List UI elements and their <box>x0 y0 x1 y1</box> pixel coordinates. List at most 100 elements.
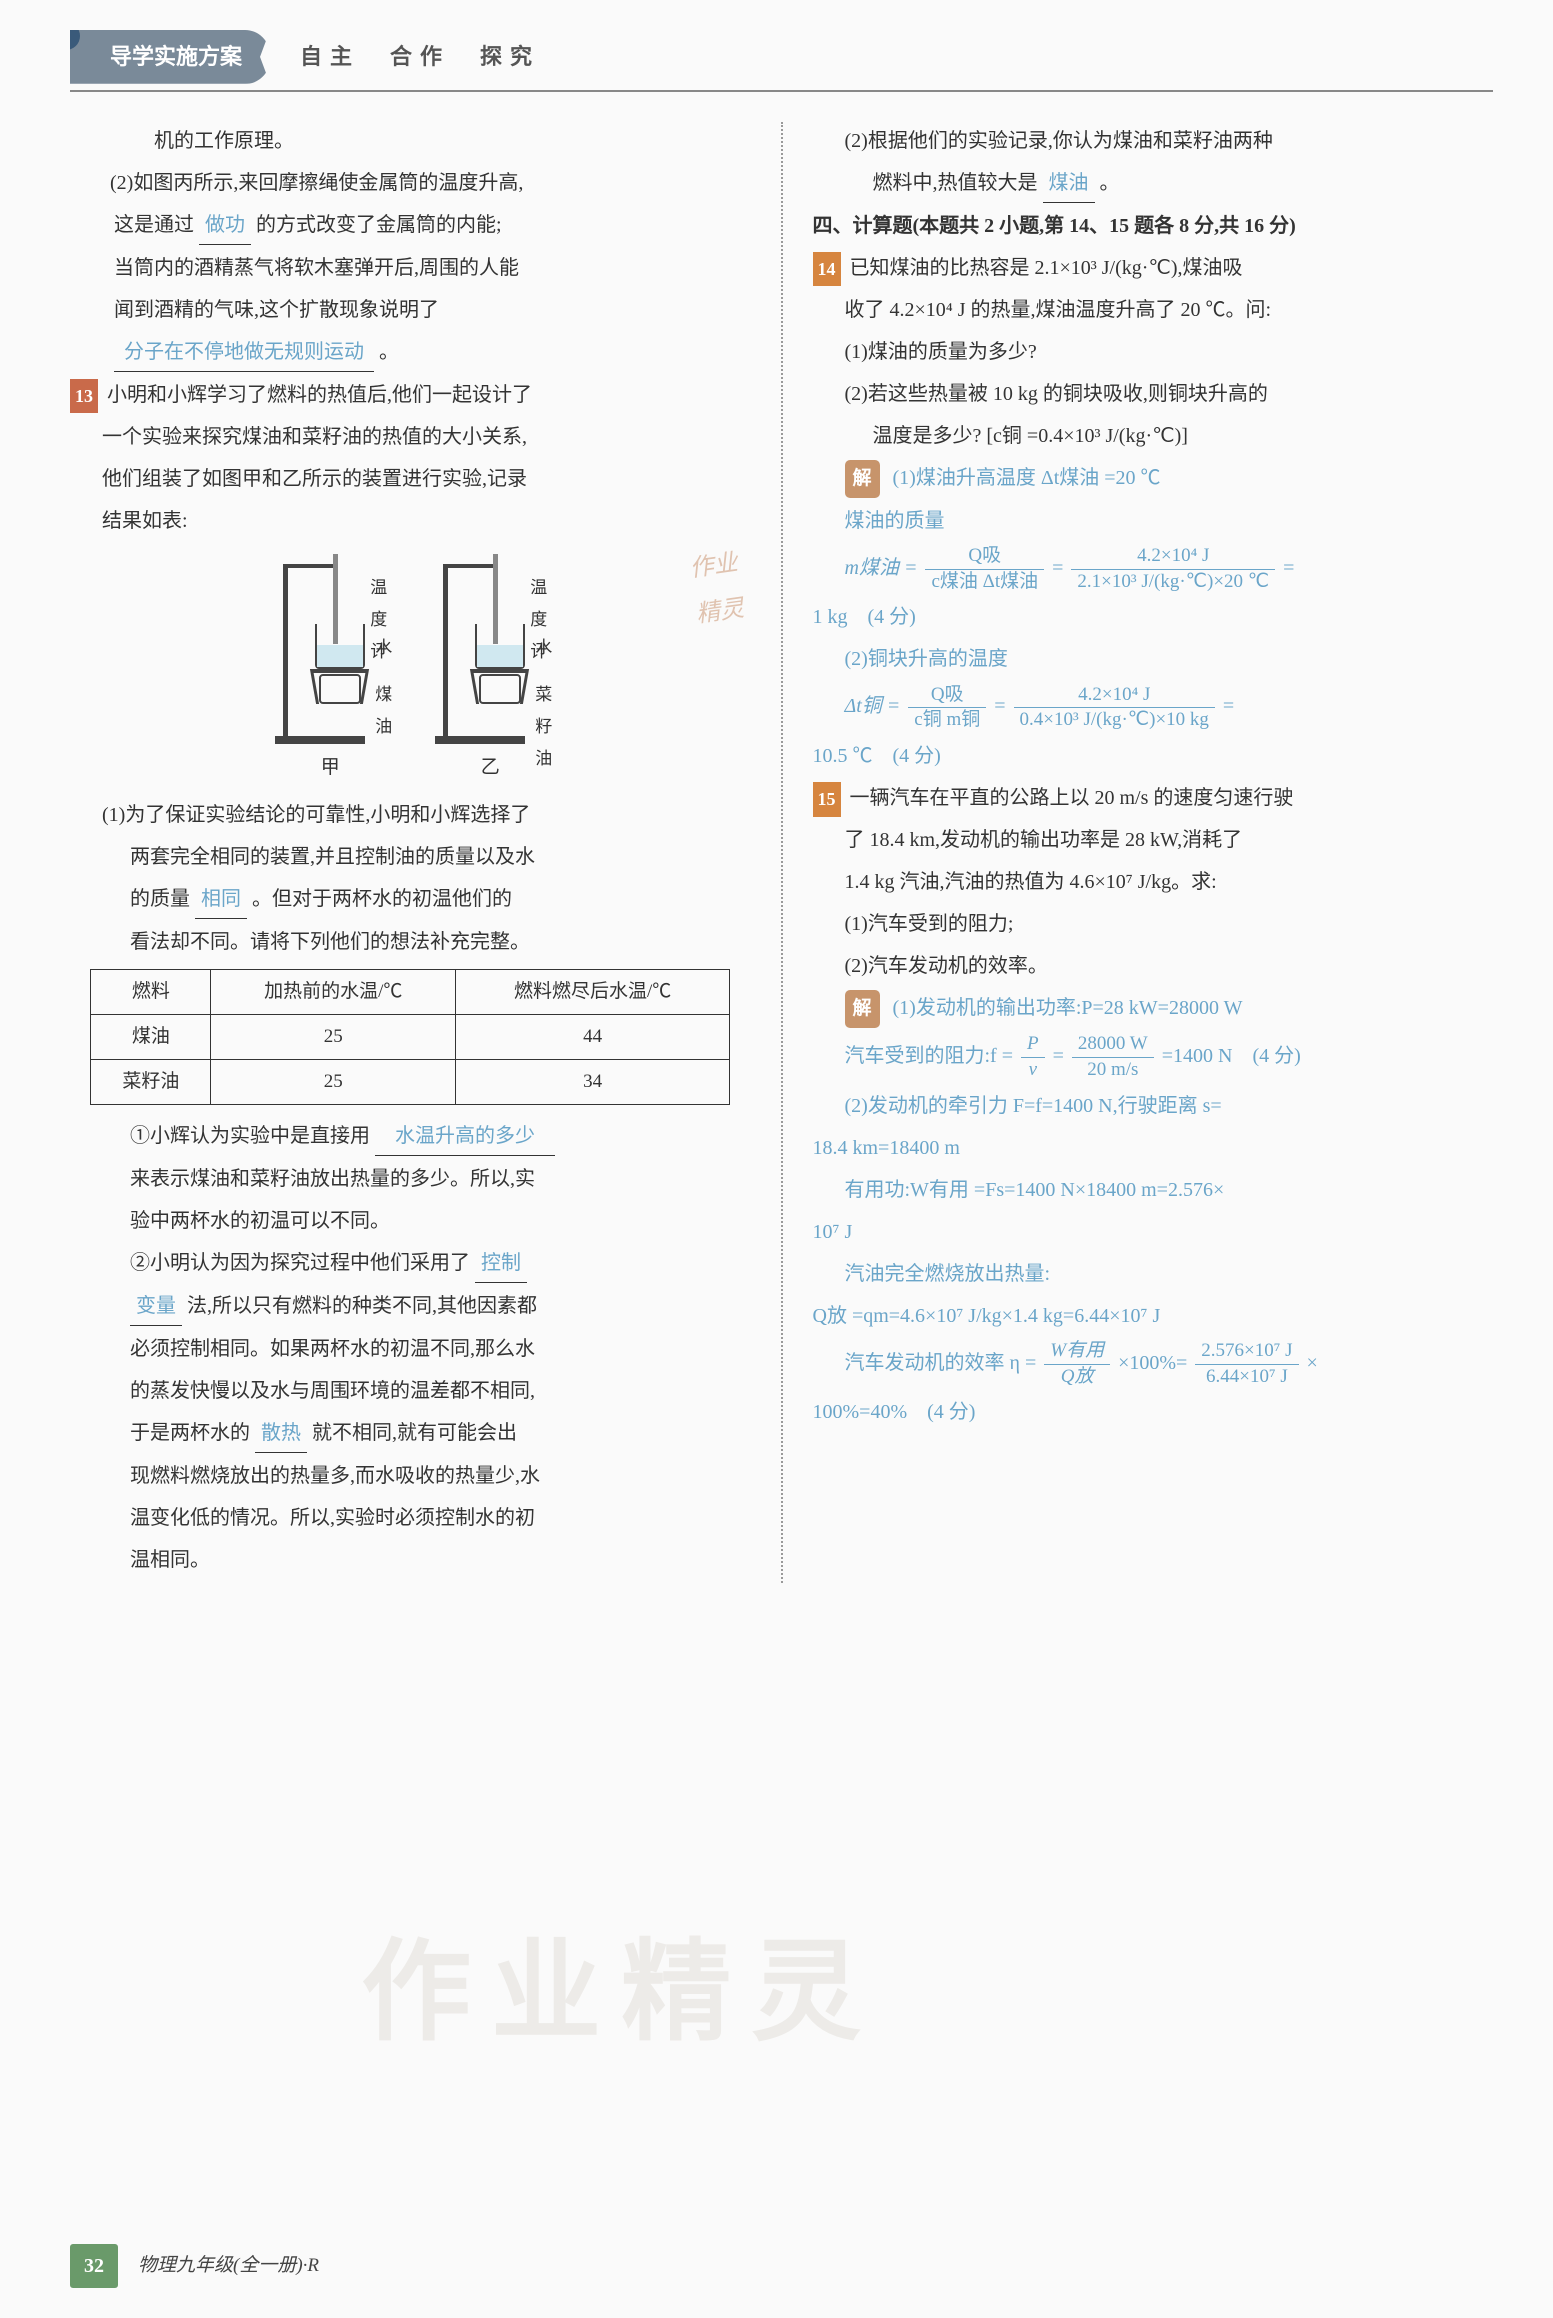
answer-blank: 控制 <box>475 1244 527 1283</box>
text: ②小明认为因为探究过程中他们采用了 <box>130 1252 470 1274</box>
question-number-15: 15 <box>813 782 841 816</box>
a15-2d: 10⁷ J <box>813 1213 1494 1251</box>
frac-den: v <box>1021 1058 1045 1083</box>
label-coaloil: 煤油 <box>375 679 392 744</box>
frac-num: P <box>1021 1032 1045 1058</box>
th-after: 燃料燃尽后水温/℃ <box>456 969 730 1014</box>
q13-2-line1: (2)根据他们的实验记录,你认为煤油和菜籽油两种 <box>813 122 1494 160</box>
text: ①小辉认为实验中是直接用 <box>130 1125 370 1147</box>
a14-2c: 10.5 ℃ (4 分) <box>813 737 1494 775</box>
a15-2c: 有用功:W有用 =Fs=1400 N×18400 m=2.576× <box>813 1171 1494 1209</box>
text: 法,所以只有燃料的种类不同,其他因素都 <box>187 1295 537 1317</box>
q14-2a: (2)若这些热量被 10 kg 的铜块吸收,则铜块升高的 <box>813 375 1494 413</box>
text: 的质量 <box>130 888 190 910</box>
cell: 25 <box>211 1060 456 1105</box>
watermark: 作业精灵 <box>361 1889 881 2098</box>
text: 就不相同,就有可能会出 <box>312 1422 517 1444</box>
eq-lhs: Δt铜 = <box>845 695 901 717</box>
q13-ii-line1: ②小明认为因为探究过程中他们采用了 控制 <box>70 1244 751 1283</box>
frac-num: Q吸 <box>908 683 986 709</box>
q13-1-line3: 的质量 相同 。但对于两杯水的初温他们的 <box>70 880 751 919</box>
a14-eq1: m煤油 = Q吸c煤油 Δt煤油 = 4.2×10⁴ J2.1×10³ J/(k… <box>813 544 1494 595</box>
text: 燃料中,热值较大是 <box>873 172 1038 194</box>
a14-eq2: Δt铜 = Q吸c铜 m铜 = 4.2×10⁴ J0.4×10³ J/(kg·℃… <box>813 682 1494 733</box>
text: 一辆汽车在平直的公路上以 20 m/s 的速度匀速行驶 <box>850 787 1294 809</box>
a15-2h: 100%=40% (4 分) <box>813 1393 1494 1431</box>
eq: = <box>1052 557 1068 579</box>
text: 已知煤油的比热容是 2.1×10³ J/(kg·℃),煤油吸 <box>850 257 1243 279</box>
setup-jia: 温度计 水 煤油 甲 <box>275 554 385 786</box>
answer-15: 解 (1)发动机的输出功率:P=28 kW=28000 W 汽车受到的阻力:f … <box>813 989 1494 1431</box>
answer-blank: 分子在不停地做无规则运动 <box>114 333 374 372</box>
q13-1-line1: (1)为了保证实验结论的可靠性,小明和小辉选择了 <box>70 796 751 834</box>
a15-2f: Q放 =qm=4.6×10⁷ J/kg×1.4 kg=6.44×10⁷ J <box>813 1297 1494 1335</box>
q13-i-line2: 来表示煤油和菜籽油放出热量的多少。所以,实 <box>70 1160 751 1198</box>
eq: = <box>1223 695 1234 717</box>
series-badge: 导学实施方案 <box>70 30 270 84</box>
content-columns: 机的工作原理。 (2)如图丙所示,来回摩擦绳使金属筒的温度升高, 这是通过 做功… <box>70 122 1493 1583</box>
section-4-title: 四、计算题(本题共 2 小题,第 14、15 题各 8 分,共 16 分) <box>813 207 1494 245</box>
answer-14: 解 (1)煤油升高温度 Δt煤油 =20 ℃ 煤油的质量 m煤油 = Q吸c煤油… <box>813 459 1494 775</box>
right-column: (2)根据他们的实验记录,你认为煤油和菜籽油两种 燃料中,热值较大是 煤油 。 … <box>813 122 1494 1583</box>
q13-1-line4: 看法却不同。请将下列他们的想法补充完整。 <box>70 923 751 961</box>
frac-den: Q放 <box>1044 1365 1110 1390</box>
frac-num: 4.2×10⁴ J <box>1071 544 1275 570</box>
q14-line2: 收了 4.2×10⁴ J 的热量,煤油温度升高了 20 ℃。问: <box>813 291 1494 329</box>
answer-blank: 相同 <box>195 880 247 919</box>
text-line: 机的工作原理。 <box>70 122 751 160</box>
page-number: 32 <box>70 2244 118 2288</box>
text: =1400 N (4 分) <box>1162 1045 1301 1067</box>
question-number-13: 13 <box>70 379 98 413</box>
cell: 34 <box>456 1060 730 1105</box>
q15-line3: 1.4 kg 汽油,汽油的热值为 4.6×10⁷ J/kg。求: <box>813 863 1494 901</box>
frac-num: 2.576×10⁷ J <box>1195 1339 1298 1365</box>
data-table: 燃料 加热前的水温/℃ 燃料燃尽后水温/℃ 煤油 25 44 菜籽油 25 34 <box>90 969 730 1105</box>
a15-2b: 18.4 km=18400 m <box>813 1129 1494 1167</box>
q14-line1: 14 已知煤油的比热容是 2.1×10³ J/(kg·℃),煤油吸 <box>813 249 1494 287</box>
a14-line1: 解 (1)煤油升高温度 Δt煤油 =20 ℃ <box>813 459 1494 498</box>
frac-den: 20 m/s <box>1072 1058 1154 1083</box>
text: 。但对于两杯水的初温他们的 <box>252 888 512 910</box>
q13-line1: 13 小明和小辉学习了燃料的热值后,他们一起设计了 <box>70 376 751 414</box>
footer-text: 物理九年级(全一册)·R <box>138 2248 319 2284</box>
q13-ii-line4: 于是两杯水的 散热 就不相同,就有可能会出 <box>70 1414 751 1453</box>
a15-1b: 汽车受到的阻力:f = Pv = 28000 W20 m/s =1400 N (… <box>813 1032 1494 1083</box>
page: 导学实施方案 自主 合作 探究 机的工作原理。 (2)如图丙所示,来回摩擦绳使金… <box>0 0 1553 2318</box>
a14-2a: (2)铜块升高的温度 <box>813 640 1494 678</box>
eq: = <box>1283 557 1294 579</box>
q13-1-line2: 两套完全相同的装置,并且控制油的质量以及水 <box>70 838 751 876</box>
q13-2-line2: 燃料中,热值较大是 煤油 。 <box>813 164 1494 203</box>
q15-2: (2)汽车发动机的效率。 <box>813 947 1494 985</box>
answer-blank: 做功 <box>199 206 251 245</box>
th-fuel: 燃料 <box>91 969 211 1014</box>
text: (1)发动机的输出功率:P=28 kW=28000 W <box>893 997 1243 1019</box>
cell: 煤油 <box>91 1014 211 1059</box>
frac-num: Q吸 <box>925 544 1044 570</box>
q13-i-line1: ①小辉认为实验中是直接用 水温升高的多少 <box>70 1117 751 1156</box>
page-footer: 32 物理九年级(全一册)·R <box>70 2244 1493 2288</box>
text: 。 <box>1100 172 1120 194</box>
frac-num: W有用 <box>1044 1339 1110 1365</box>
q13-ii-line1b: 变量 法,所以只有燃料的种类不同,其他因素都 <box>70 1287 751 1326</box>
cell: 44 <box>456 1014 730 1059</box>
text: 的方式改变了金属筒的内能; <box>256 214 502 236</box>
a15-2a: (2)发动机的牵引力 F=f=1400 N,行驶距离 s= <box>813 1087 1494 1125</box>
q13-line4: 结果如表: <box>70 502 751 540</box>
label-water: 水 <box>535 632 552 664</box>
q13-i-line3: 验中两杯水的初温可以不同。 <box>70 1202 751 1240</box>
left-column: 机的工作原理。 (2)如图丙所示,来回摩擦绳使金属筒的温度升高, 这是通过 做功… <box>70 122 751 1583</box>
setup-yi: 温度计 水 菜籽油 乙 <box>435 554 545 786</box>
cell: 25 <box>211 1014 456 1059</box>
solve-tag: 解 <box>845 460 880 498</box>
q13-ii-line2: 必须控制相同。如果两杯水的初温不同,那么水 <box>70 1330 751 1368</box>
q14-2b: 温度是多少? [c铜 =0.4×10³ J/(kg·℃)] <box>813 417 1494 455</box>
column-divider <box>781 122 783 1583</box>
text: 汽车受到的阻力:f = <box>845 1045 1014 1067</box>
q13-line3: 他们组装了如图甲和乙所示的装置进行实验,记录 <box>70 460 751 498</box>
question-number-14: 14 <box>813 252 841 286</box>
text: × <box>1307 1352 1318 1374</box>
a14-line2: 煤油的质量 <box>813 502 1494 540</box>
q13-ii-line7: 温相同。 <box>70 1541 751 1579</box>
answer-blank: 变量 <box>130 1287 182 1326</box>
caption-yi: 乙 <box>481 750 500 786</box>
